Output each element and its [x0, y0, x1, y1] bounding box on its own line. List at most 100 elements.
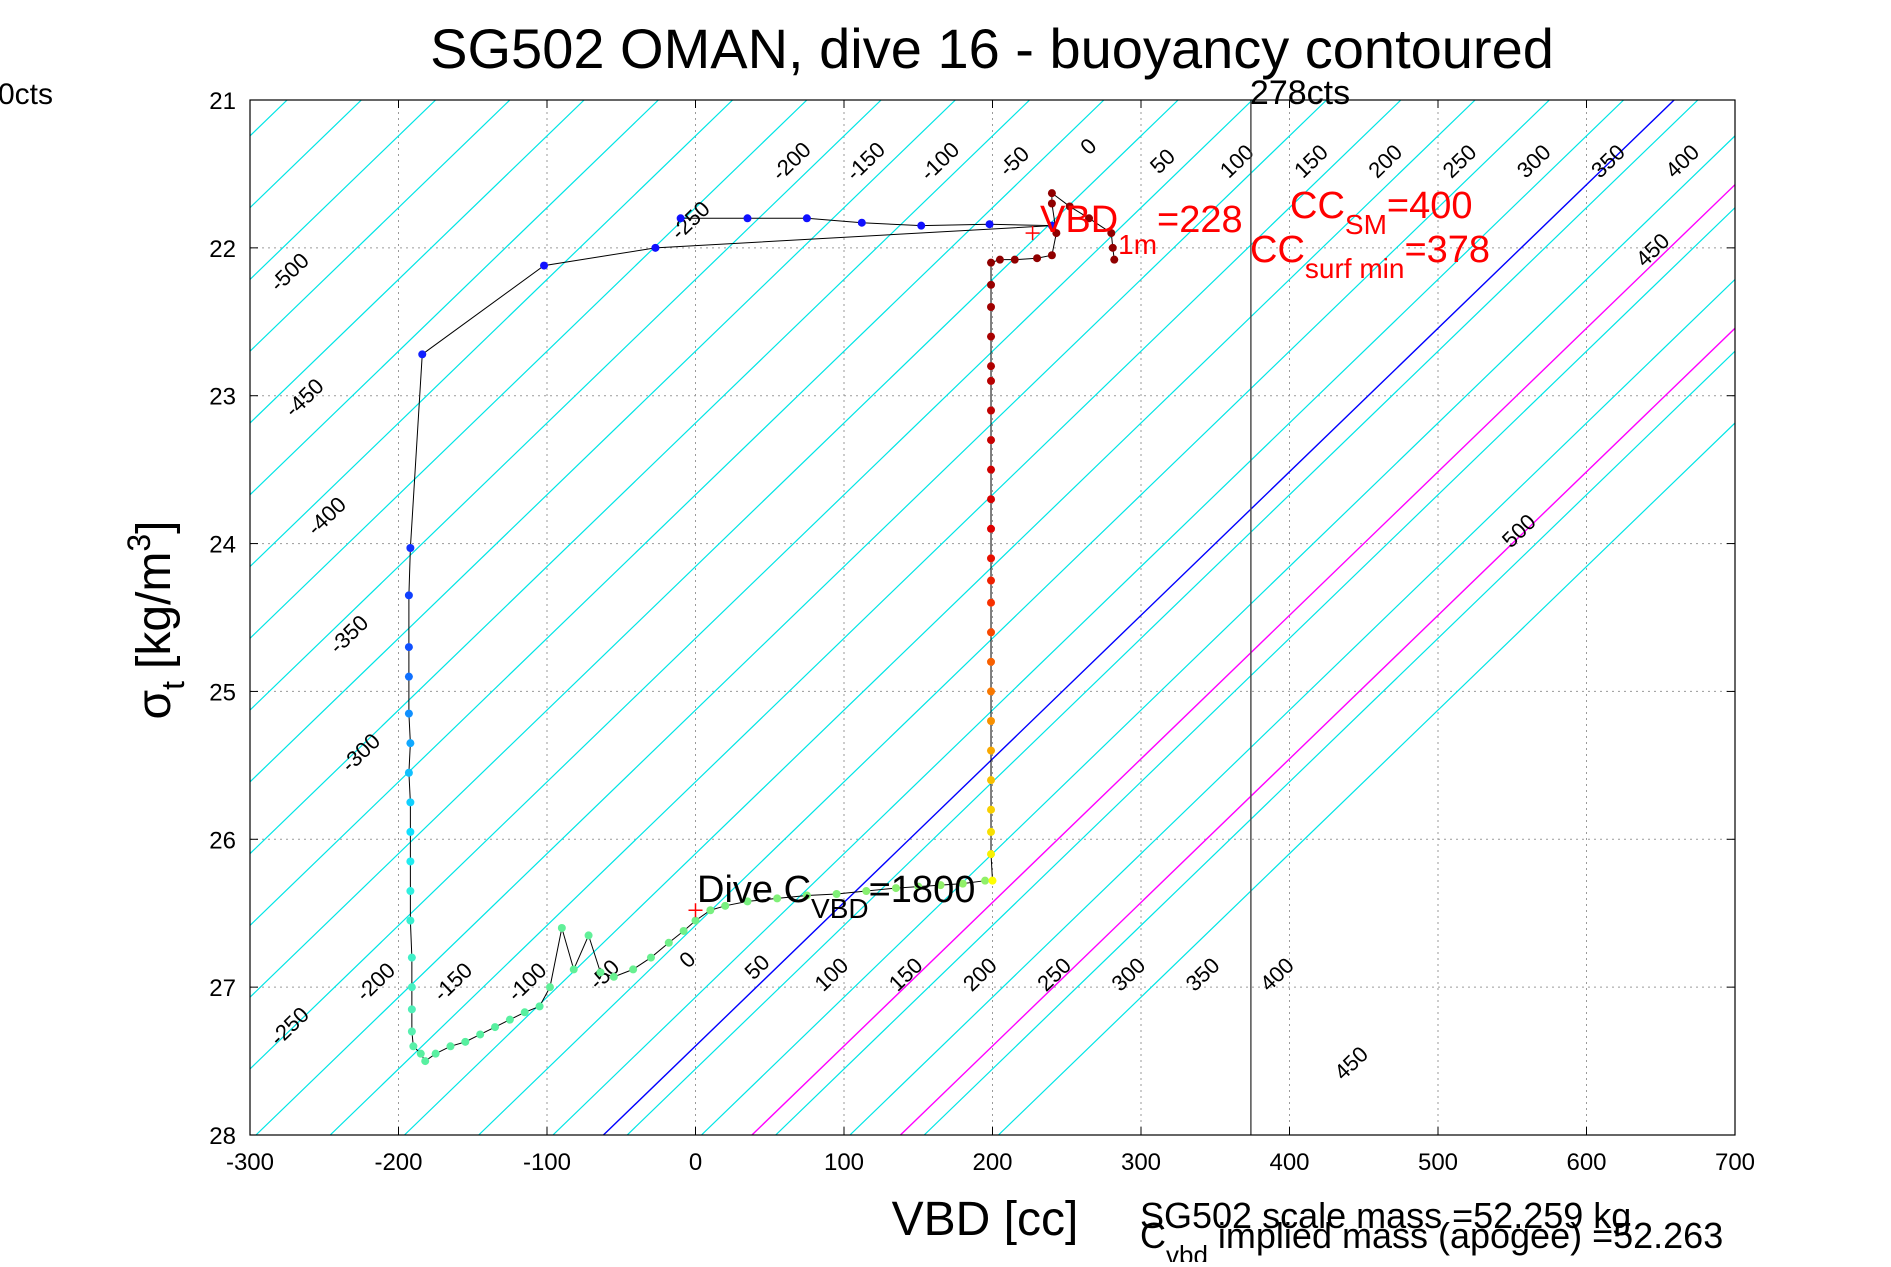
scale-mass-annotation: SG502 scale mass =52.259 kg [1140, 1195, 1631, 1236]
contour-line [250, 100, 882, 711]
implied-mass-value: implied mass (apogee) =52.263 [1208, 1215, 1723, 1256]
contour-line [923, 350, 1735, 1135]
y-tick-label: 21 [209, 88, 236, 115]
grid [250, 100, 1735, 1135]
cc-surf-min-sub: surf min [1305, 253, 1405, 284]
contour-line [849, 278, 1735, 1135]
climb-point [1052, 229, 1061, 238]
climb-point [987, 303, 996, 311]
descent-point [596, 968, 605, 977]
descent-point [664, 938, 673, 947]
descent-point [832, 889, 841, 898]
contour-line [250, 100, 1031, 855]
descent-point [431, 1049, 440, 1058]
contour-line [255, 100, 1328, 1135]
buoyancy-contours [250, 100, 1735, 1135]
contour-line [250, 100, 734, 568]
descent-point [743, 214, 752, 223]
climb-point [1107, 229, 1116, 238]
descent-point [406, 798, 415, 807]
descent-point [491, 1023, 500, 1032]
descent-point [418, 350, 427, 359]
contour-line [404, 100, 1476, 1135]
descent-point [446, 1042, 455, 1051]
climb-point [987, 598, 996, 607]
contour-line [250, 100, 1253, 1070]
y-axis-label: σt [kg/m3] [121, 520, 191, 719]
vbd-1m-annotation: VBD1m=228 [1040, 199, 1243, 260]
descent-point [981, 876, 990, 885]
cc-sm-main: CC [1290, 185, 1345, 227]
climb-point [987, 850, 996, 859]
cc-surf-min-main: CC [1250, 229, 1305, 271]
climb-point [987, 827, 996, 836]
climb-point [1047, 251, 1056, 260]
climb-point [987, 524, 996, 533]
x-tick-label: -200 [374, 1149, 422, 1176]
descent-point [476, 1030, 485, 1039]
y-tick-label: 25 [209, 679, 236, 706]
descent-point [545, 983, 554, 992]
contour-line [478, 100, 1550, 1135]
contour-line [998, 422, 1735, 1135]
descent-point [857, 218, 866, 227]
descent-point [404, 768, 413, 777]
descent-point [535, 1002, 544, 1011]
implied-mass-sub: vbd [1166, 1240, 1208, 1262]
descent-point [404, 709, 413, 718]
contour-line [626, 100, 1699, 1135]
climb-point [987, 746, 996, 755]
climb-point [1110, 255, 1119, 264]
descent-point [404, 643, 413, 652]
descent-point [406, 857, 415, 866]
descent-point [407, 1027, 416, 1036]
cc-sm-annotation: CCSM=400 [1290, 185, 1472, 240]
y-tick-label: 26 [209, 827, 236, 854]
contour-line [329, 100, 1402, 1135]
x-tick-label: 400 [1269, 1149, 1309, 1176]
descent-point [802, 214, 811, 223]
climb-point [987, 495, 996, 504]
x-tick-label: 700 [1715, 1149, 1755, 1176]
descent-point [520, 1008, 529, 1017]
y-axis-label-sub: t [155, 681, 191, 690]
descent-point [406, 887, 415, 896]
contour-line [250, 100, 437, 281]
x-tick-label: 100 [824, 1149, 864, 1176]
descent-point [773, 894, 782, 903]
descent-point [629, 965, 638, 974]
climb-point [988, 876, 997, 885]
x-tick-label: 0 [689, 1149, 702, 1176]
descent-point [557, 924, 566, 932]
contour-line [775, 206, 1735, 1135]
descent-point [406, 916, 415, 925]
descent-point [891, 884, 900, 893]
highlight-contour-line [602, 100, 1675, 1135]
descent-point [958, 879, 967, 888]
x-tick-label: 300 [1121, 1149, 1161, 1176]
descent-point [569, 965, 578, 974]
y-tick-label: 27 [209, 975, 236, 1002]
climb-point [1047, 199, 1056, 208]
descent-point [721, 901, 730, 910]
descent-point [985, 220, 994, 229]
descent-point [407, 953, 416, 962]
y-axis-label-rest: [kg/m [128, 552, 181, 669]
climb-point [987, 628, 996, 637]
climb-point [987, 657, 996, 666]
descent-point [917, 221, 926, 230]
dive-cvbd-value: =1800 [869, 869, 976, 911]
contour-line [250, 100, 585, 424]
y-tick-label: 22 [209, 236, 236, 263]
axes: -300 -200 -100 0 100 200 300 400 500 600 700 21 22 23… [209, 88, 1755, 1176]
descent-point [936, 881, 945, 890]
contour-line [552, 100, 1625, 1135]
cc-sm-sub: SM [1345, 209, 1387, 240]
contour-line [250, 100, 956, 783]
descent-point [406, 544, 415, 553]
y-axis-label-close: ] [128, 520, 181, 533]
contour-line [250, 100, 808, 640]
x-axis-label: VBD [cc] [892, 1193, 1079, 1246]
descent-point [706, 906, 715, 915]
x-tick-label: 500 [1418, 1149, 1458, 1176]
